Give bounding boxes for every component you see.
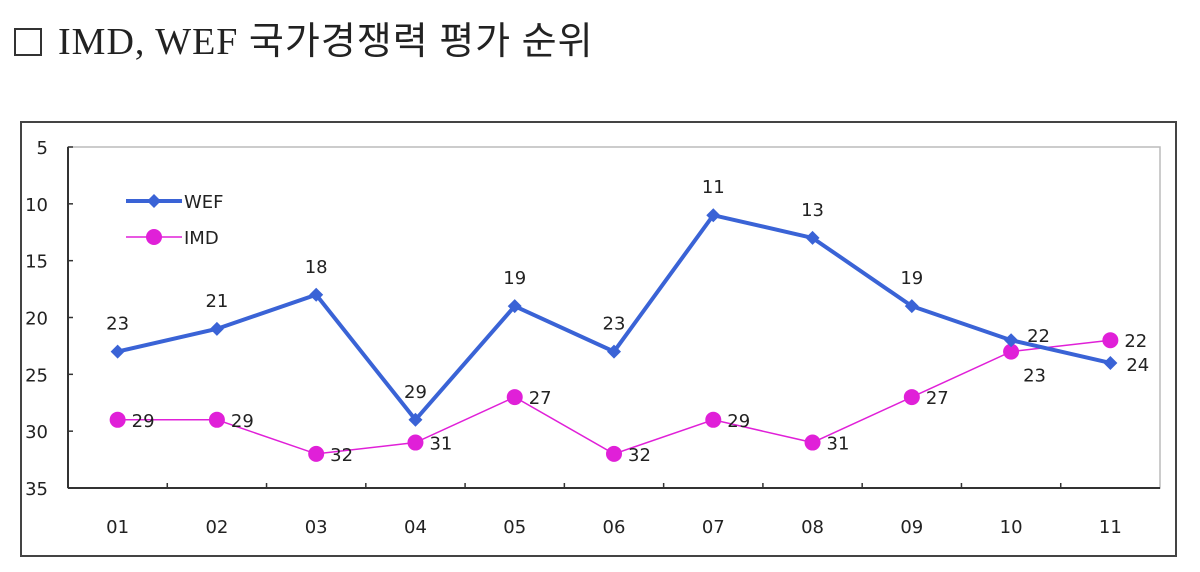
wef-data-label: 24: [1126, 355, 1149, 376]
imd-data-label: 27: [926, 388, 949, 409]
checkbox-bullet-icon: [14, 28, 42, 56]
wef-point: [1004, 333, 1019, 348]
wef-legend-label: WEF: [184, 192, 224, 213]
imd-point: [308, 445, 325, 462]
y-tick-label: 15: [25, 252, 48, 273]
wef-point: [110, 344, 125, 359]
chart-frame: [20, 121, 1177, 557]
imd-data-label: 23: [1023, 366, 1046, 387]
wef-data-label: 22: [1027, 326, 1050, 347]
imd-data-label: 31: [429, 434, 452, 455]
imd-point: [146, 229, 162, 245]
y-tick-label: 5: [37, 138, 48, 159]
x-tick-label: 06: [603, 517, 626, 538]
imd-point: [407, 434, 424, 451]
wef-data-label: 29: [404, 382, 427, 403]
imd-point: [1003, 343, 1020, 360]
wef-point: [904, 299, 919, 314]
imd-data-label: 32: [330, 445, 353, 466]
wef-point: [147, 194, 161, 208]
x-tick-label: 05: [503, 517, 526, 538]
wef-data-label: 11: [702, 177, 725, 198]
wef-data-label: 21: [205, 291, 228, 312]
x-tick-label: 03: [305, 517, 328, 538]
y-tick-label: 20: [25, 309, 48, 330]
wef-point: [607, 344, 621, 359]
imd-point: [705, 411, 722, 428]
x-tick-label: 07: [702, 517, 725, 538]
y-tick-label: 30: [25, 422, 48, 443]
imd-data-label: 29: [231, 411, 254, 432]
imd-data-label: 32: [628, 445, 651, 466]
wef-point: [805, 230, 820, 245]
wef-data-label: 18: [305, 257, 328, 278]
page-title: IMD, WEF 국가경쟁력 평가 순위: [14, 10, 594, 65]
wef-data-label: 23: [603, 314, 626, 335]
x-tick-label: 04: [404, 517, 427, 538]
x-tick-label: 10: [1000, 517, 1023, 538]
wef-data-label: 19: [503, 268, 526, 289]
imd-legend-label: IMD: [184, 228, 219, 249]
wef-point: [1103, 355, 1118, 370]
wef-point: [209, 321, 224, 336]
wef-point: [408, 412, 423, 427]
wef-data-label: 13: [801, 200, 824, 221]
imd-point: [606, 445, 622, 462]
imd-data-label: 27: [529, 388, 552, 409]
x-tick-label: 01: [106, 517, 129, 538]
wef-data-label: 19: [900, 268, 923, 289]
imd-point: [506, 389, 523, 406]
y-tick-label: 10: [25, 195, 48, 216]
imd-data-label: 31: [827, 434, 850, 455]
imd-point: [903, 389, 920, 406]
wef-data-label: 23: [106, 314, 129, 335]
imd-data-label: 29: [132, 411, 155, 432]
x-tick-label: 02: [205, 517, 228, 538]
title-text: IMD, WEF 국가경쟁력 평가 순위: [58, 21, 594, 63]
x-tick-label: 09: [900, 517, 923, 538]
imd-point: [1102, 332, 1119, 349]
imd-point: [208, 411, 225, 428]
wef-point: [706, 208, 721, 223]
imd-data-label: 22: [1124, 331, 1147, 352]
x-tick-label: 11: [1099, 517, 1122, 538]
wef-point: [309, 287, 324, 302]
imd-point: [804, 434, 821, 451]
imd-data-label: 29: [727, 411, 750, 432]
imd-point: [109, 411, 126, 428]
y-tick-label: 35: [25, 479, 48, 500]
wef-point: [507, 299, 522, 314]
y-tick-label: 25: [25, 365, 48, 386]
x-tick-label: 08: [801, 517, 824, 538]
